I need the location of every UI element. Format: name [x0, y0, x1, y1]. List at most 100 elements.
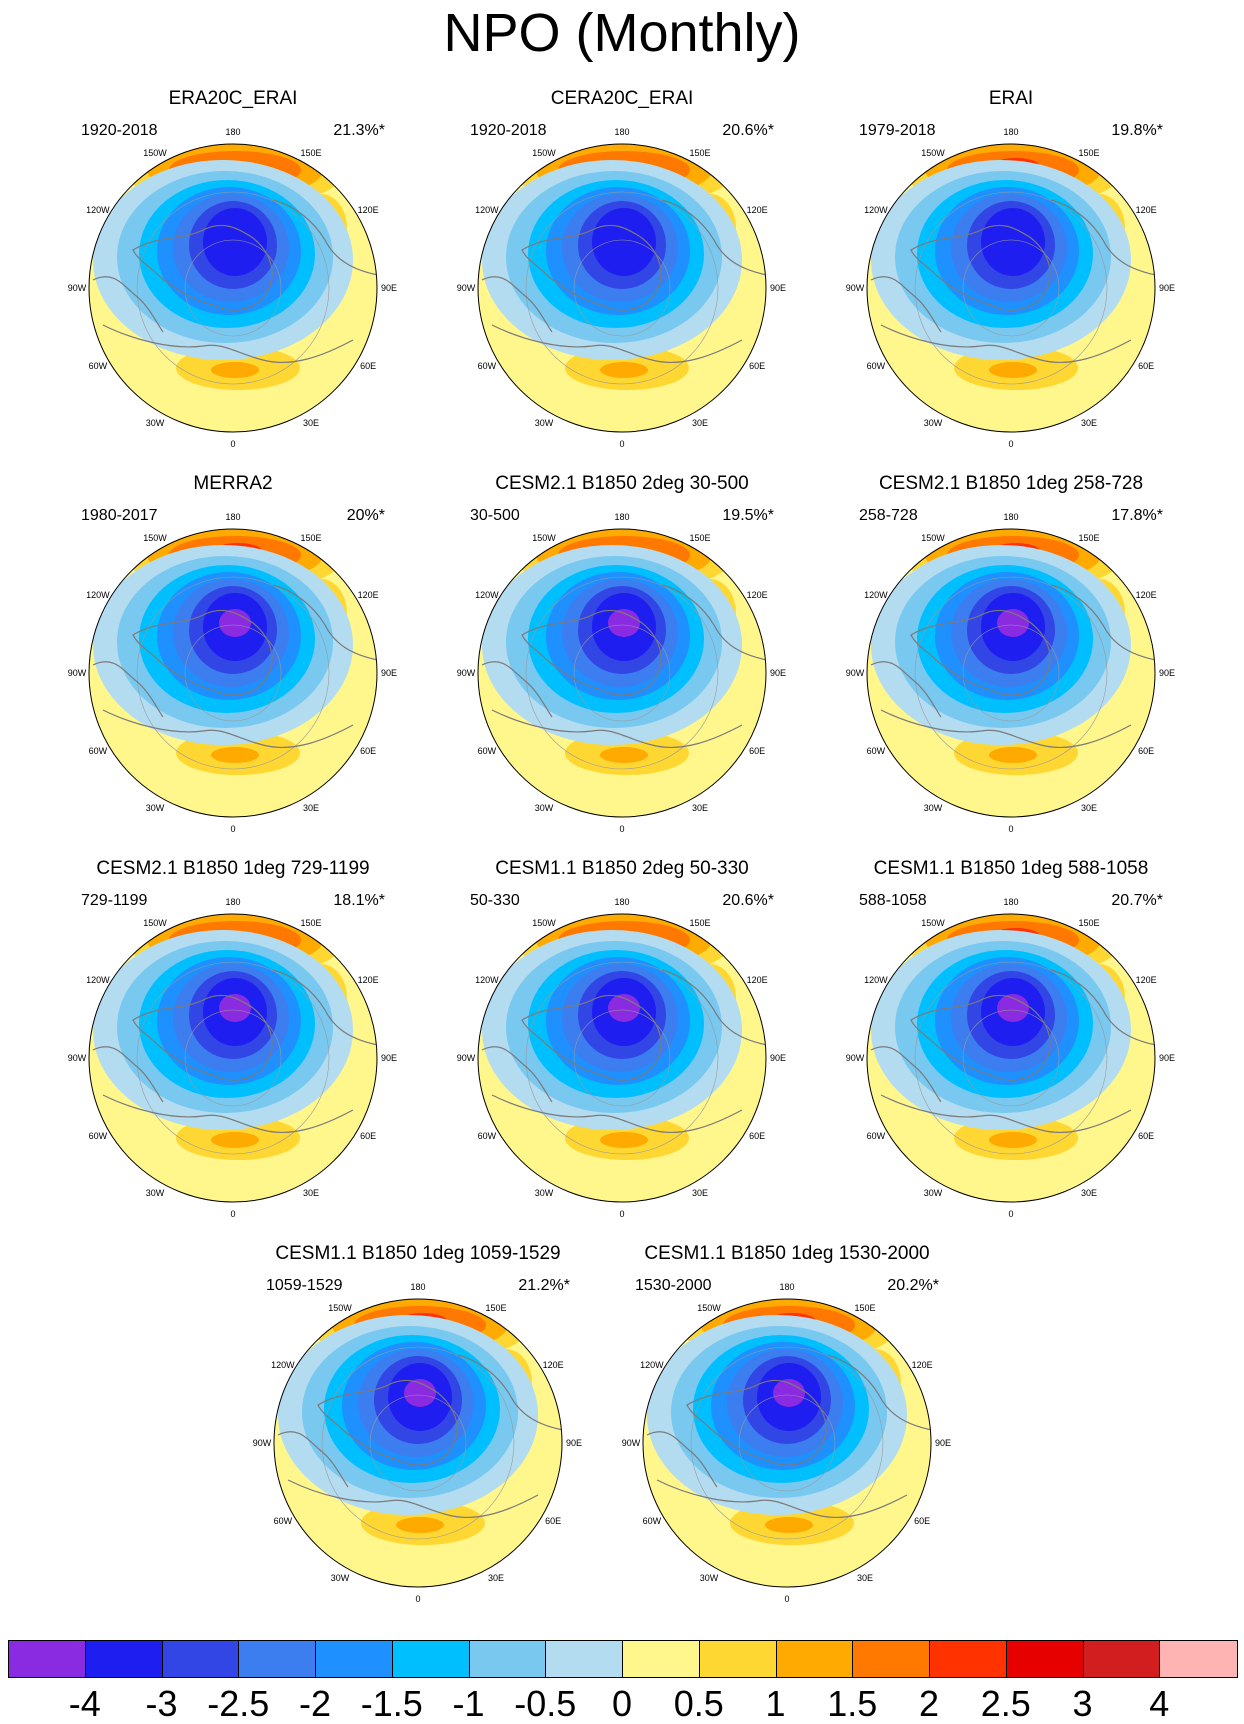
longitude-label: 180	[1003, 512, 1018, 522]
panel-title: MERRA2	[193, 473, 273, 494]
longitude-label: 90W	[68, 283, 87, 293]
panel-period: 1530-2000	[635, 1277, 712, 1294]
map-panel-erai: ERAI 1979-2018 19.8%* 180 150E 120E 90E 60E 3…	[841, 88, 1181, 468]
panel-period: 30-500	[470, 507, 520, 524]
polar-map: 180 150E 120E 90E 60E 30E 0 30W 60W 90W 120W 150W	[457, 127, 786, 449]
longitude-label: 120E	[747, 975, 768, 985]
panel-variance: 20%*	[346, 507, 385, 524]
longitude-label: 150W	[143, 148, 167, 158]
contour-field	[89, 529, 377, 817]
longitude-label: 150E	[1078, 918, 1099, 928]
panel-title: ERAI	[988, 88, 1034, 109]
longitude-label: 30W	[146, 1188, 165, 1198]
longitude-label: 120W	[475, 975, 499, 985]
longitude-label: 150W	[921, 918, 945, 928]
panel-variance: 20.7%*	[1111, 892, 1163, 909]
longitude-label: 120E	[358, 590, 379, 600]
panel-variance: 17.8%*	[1111, 507, 1163, 524]
colorbar-level-label: -1	[452, 1683, 485, 1724]
longitude-label: 60E	[360, 746, 376, 756]
colorbar-swatch	[776, 1641, 854, 1677]
longitude-label: 30W	[535, 1188, 554, 1198]
longitude-label: 150E	[689, 148, 710, 158]
longitude-label: 120W	[86, 975, 110, 985]
polar-map: 180 150E 120E 90E 60E 30E 0 30W 60W 90W 120W 150W	[846, 897, 1175, 1219]
longitude-label: 90W	[846, 1053, 865, 1063]
contour-field	[274, 1299, 562, 1587]
colorbar-swatch	[546, 1641, 623, 1677]
longitude-label: 60W	[89, 1131, 108, 1141]
longitude-label: 120E	[1136, 975, 1157, 985]
panel-variance: 19.8%*	[1111, 122, 1163, 139]
colorbar-level-label: 4	[1149, 1683, 1170, 1724]
longitude-label: 120E	[912, 1360, 933, 1370]
figure-title: NPO (Monthly)	[443, 3, 801, 63]
polar-map: 180 150E 120E 90E 60E 30E 0 30W 60W 90W 120W 150W	[846, 512, 1175, 834]
longitude-label: 120W	[864, 590, 888, 600]
longitude-label: 30E	[1081, 803, 1097, 813]
colorbar-level-label: -2.5	[207, 1683, 270, 1724]
longitude-label: 90E	[381, 283, 397, 293]
panel-title: CERA20C_ERAI	[550, 88, 694, 109]
colorbar-level-label: -2	[298, 1683, 332, 1724]
panel-period: 1920-2018	[81, 122, 158, 139]
colorbar-level-label: 3	[1072, 1683, 1093, 1724]
longitude-label: 150W	[328, 1303, 352, 1313]
longitude-label: 120W	[271, 1360, 295, 1370]
longitude-label: 180	[614, 897, 629, 907]
longitude-label: 180	[225, 897, 240, 907]
polar-map: 180 150E 120E 90E 60E 30E 0 30W 60W 90W 120W 150W	[846, 127, 1175, 449]
longitude-label: 0	[784, 1594, 789, 1604]
longitude-label: 30E	[488, 1573, 504, 1583]
polar-map: 180 150E 120E 90E 60E 30E 0 30W 60W 90W 120W 150W	[68, 512, 397, 834]
longitude-label: 0	[619, 824, 624, 834]
longitude-label: 30E	[303, 418, 319, 428]
contour-field	[478, 914, 766, 1202]
colorbar-level-label: 1.5	[827, 1683, 878, 1724]
longitude-label: 150W	[921, 148, 945, 158]
longitude-label: 180	[225, 512, 240, 522]
colorbar-level-label: 0	[611, 1683, 633, 1724]
longitude-label: 0	[619, 439, 624, 449]
longitude-label: 30E	[303, 803, 319, 813]
panel-title: CESM2.1 B1850 1deg 729-1199	[96, 858, 370, 879]
panel-variance: 20.2%*	[887, 1277, 939, 1294]
colorbar-swatch	[853, 1641, 930, 1677]
longitude-label: 30W	[535, 803, 554, 813]
panel-variance: 21.3%*	[333, 122, 385, 139]
longitude-label: 150W	[532, 533, 556, 543]
longitude-label: 60E	[749, 1131, 765, 1141]
polar-map: 180 150E 120E 90E 60E 30E 0 30W 60W 90W 120W 150W	[253, 1282, 582, 1604]
longitude-label: 180	[779, 1282, 794, 1292]
longitude-label: 90W	[253, 1438, 272, 1448]
longitude-label: 150W	[143, 533, 167, 543]
longitude-label: 60W	[478, 361, 497, 371]
panel-title: CESM2.1 B1850 1deg 258-728	[878, 473, 1144, 494]
longitude-label: 60W	[274, 1516, 293, 1526]
colorbar-swatch	[699, 1641, 777, 1677]
colorbar-level-label: 1	[765, 1683, 786, 1724]
longitude-label: 120W	[640, 1360, 664, 1370]
longitude-label: 0	[230, 1209, 235, 1219]
map-panel-cera20c-erai: CERA20C_ERAI 1920-2018 20.6%* 180 150E 120…	[452, 88, 792, 468]
colorbar-level-label: -0.5	[514, 1683, 577, 1724]
longitude-label: 120W	[475, 205, 499, 215]
longitude-label: 0	[415, 1594, 420, 1604]
longitude-label: 180	[410, 1282, 425, 1292]
longitude-label: 90E	[935, 1438, 951, 1448]
longitude-label: 60W	[89, 361, 108, 371]
longitude-label: 90E	[1159, 668, 1175, 678]
colorbar	[8, 1640, 1238, 1678]
colorbar-level-label: -3	[145, 1683, 178, 1724]
longitude-label: 150E	[1078, 533, 1099, 543]
panel-title: ERA20C_ERAI	[168, 88, 298, 109]
longitude-label: 150E	[1078, 148, 1099, 158]
contour-field	[867, 144, 1155, 432]
longitude-label: 120E	[747, 590, 768, 600]
longitude-label: 90E	[770, 1053, 786, 1063]
longitude-label: 30W	[924, 803, 943, 813]
longitude-label: 150W	[697, 1303, 721, 1313]
panel-title: CESM1.1 B1850 1deg 588-1058	[873, 858, 1149, 879]
longitude-label: 60E	[360, 1131, 376, 1141]
longitude-label: 90E	[770, 283, 786, 293]
